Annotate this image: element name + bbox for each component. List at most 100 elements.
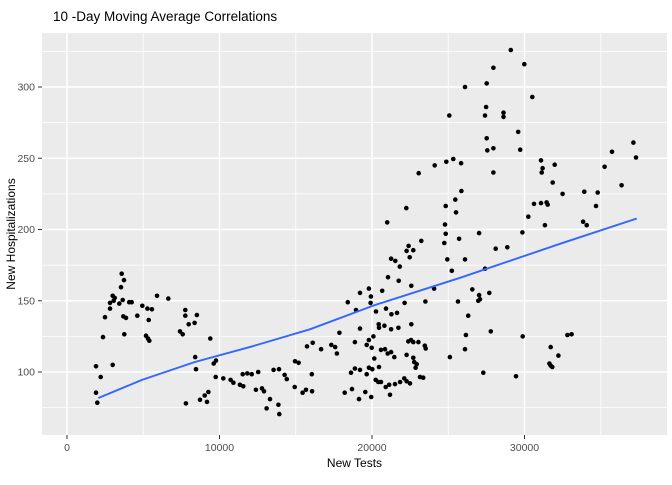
data-point	[442, 240, 447, 246]
data-point	[192, 320, 197, 326]
data-point	[416, 170, 422, 176]
data-point	[463, 332, 469, 338]
data-point	[202, 393, 207, 398]
data-point	[255, 369, 261, 375]
data-point	[292, 384, 298, 390]
data-point	[396, 278, 402, 284]
data-point	[394, 310, 400, 316]
data-point	[121, 277, 127, 283]
data-point	[383, 384, 389, 390]
data-point	[422, 343, 428, 349]
data-point	[241, 384, 246, 389]
data-point	[369, 345, 375, 351]
data-point	[538, 200, 544, 206]
data-point	[416, 339, 421, 345]
data-point	[292, 359, 298, 364]
data-point	[261, 389, 267, 394]
data-point	[404, 205, 409, 211]
data-point	[186, 322, 191, 327]
data-point	[206, 389, 211, 395]
data-point	[530, 94, 535, 100]
data-point	[180, 332, 185, 337]
data-point	[522, 61, 527, 67]
data-point	[482, 113, 488, 118]
data-point	[526, 214, 531, 219]
data-point	[411, 339, 416, 345]
data-point	[545, 202, 550, 207]
data-point	[352, 366, 358, 371]
data-point	[253, 387, 259, 393]
y-axis-title: New Hospitalizations	[4, 178, 18, 289]
data-point	[411, 355, 416, 361]
data-point	[539, 170, 544, 175]
data-point	[409, 322, 414, 327]
plot-panel	[42, 33, 667, 435]
data-point	[213, 374, 218, 380]
data-point	[542, 222, 548, 228]
data-point	[318, 346, 324, 352]
data-point	[444, 159, 449, 165]
data-point	[565, 332, 570, 338]
data-point	[476, 230, 482, 236]
data-point	[356, 396, 362, 402]
data-point	[183, 313, 188, 319]
data-point	[520, 334, 525, 339]
data-point	[520, 230, 525, 235]
data-point	[609, 149, 615, 155]
data-point	[228, 377, 233, 383]
data-point	[145, 306, 150, 311]
data-point	[166, 296, 171, 301]
data-point	[388, 327, 394, 332]
data-point	[276, 402, 281, 408]
data-point	[371, 334, 376, 339]
data-point	[345, 299, 351, 305]
data-point	[491, 170, 496, 175]
data-point	[569, 332, 574, 337]
y-tick-label: 200	[17, 224, 35, 236]
data-point	[342, 390, 348, 396]
data-point	[540, 165, 545, 171]
data-point	[95, 400, 100, 406]
data-point	[366, 337, 372, 343]
data-point	[487, 290, 492, 296]
data-point	[378, 347, 384, 353]
data-point	[310, 340, 316, 346]
data-point	[245, 371, 250, 376]
data-point	[465, 313, 471, 319]
data-point	[373, 309, 379, 314]
data-point	[404, 248, 409, 254]
data-point	[485, 148, 490, 153]
data-point	[397, 264, 403, 269]
data-point	[409, 283, 414, 289]
data-point	[595, 190, 600, 195]
data-point	[149, 307, 155, 312]
data-point	[445, 257, 450, 262]
data-point	[402, 300, 407, 306]
data-point	[501, 110, 506, 115]
data-point	[483, 104, 489, 110]
data-point	[93, 390, 99, 396]
data-point	[123, 315, 129, 321]
data-point	[370, 366, 375, 372]
data-point	[357, 326, 363, 331]
data-point	[548, 344, 553, 350]
data-point	[378, 379, 384, 385]
data-point	[513, 374, 519, 379]
data-point	[491, 146, 496, 151]
data-point	[282, 372, 287, 378]
data-point	[456, 236, 462, 242]
data-point	[364, 371, 370, 377]
data-point	[392, 354, 397, 360]
data-point	[413, 365, 418, 371]
data-point	[501, 114, 506, 120]
data-point	[387, 392, 393, 398]
data-point	[508, 47, 514, 53]
data-point	[488, 329, 494, 334]
data-point	[211, 361, 216, 366]
data-point	[481, 370, 486, 376]
data-point	[458, 160, 464, 166]
data-point	[119, 271, 124, 277]
data-point	[284, 376, 290, 382]
data-point	[447, 113, 452, 118]
data-point	[332, 344, 338, 350]
